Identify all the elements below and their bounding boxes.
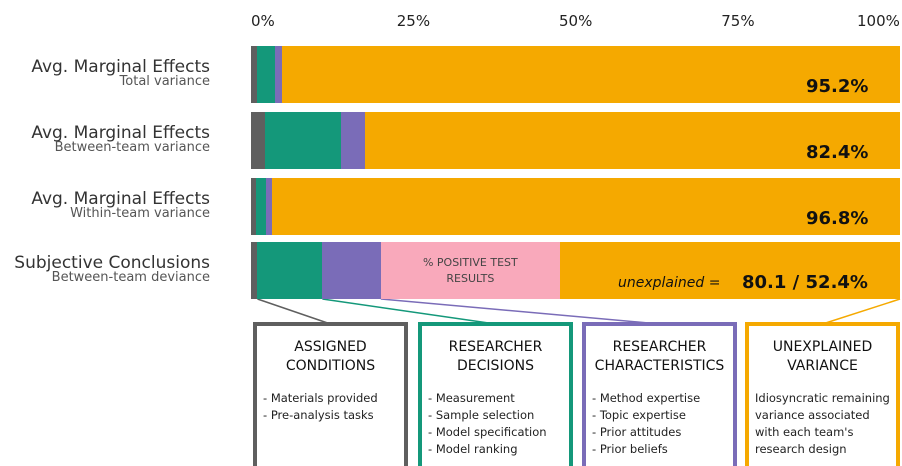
row-subtitle: Within-team variance <box>70 206 210 221</box>
legend-item: Sample selection <box>428 407 563 424</box>
legend-box: ASSIGNED CONDITIONS Materials providedPre… <box>253 322 408 466</box>
bar-segment <box>265 178 272 235</box>
x-tick-label: 100% <box>857 12 900 30</box>
bar-segment <box>257 46 275 103</box>
legend-box: UNEXPLAINED VARIANCE Idiosyncratic remain… <box>745 322 900 466</box>
value-label: 96.8% <box>806 208 869 229</box>
row-title: Avg. Marginal Effects <box>31 189 210 209</box>
annotation: unexplained = <box>618 275 721 291</box>
value-label: 95.2% <box>806 76 869 97</box>
x-tick-label: 50% <box>559 12 593 30</box>
legend-box: RESEARCHER DECISIONS MeasurementSample se… <box>418 322 573 466</box>
legend-item: Materials provided <box>263 390 398 407</box>
connector <box>380 298 660 325</box>
x-tick-label: 0% <box>251 12 275 30</box>
bar-segment <box>256 178 266 235</box>
bar-segment <box>251 242 258 299</box>
bar-segment <box>365 112 900 169</box>
legend-item: Model specification <box>428 424 563 441</box>
legend-title: RESEARCHER CHARACTERISTICS <box>594 339 725 374</box>
connector <box>257 298 331 325</box>
bar-segment <box>251 112 266 169</box>
legend-item: Method expertise <box>592 390 727 407</box>
legend-description: Idiosyncratic remaining variance associa… <box>755 391 890 456</box>
value-label: 82.4% <box>806 142 869 163</box>
legend-item: Pre-analysis tasks <box>263 407 398 424</box>
bar-segment: % POSITIVE TEST RESULTS <box>380 242 560 299</box>
row-subtitle: Total variance <box>119 74 210 89</box>
segment-label: % POSITIVE TEST RESULTS <box>422 255 518 285</box>
row-title: Avg. Marginal Effects <box>31 123 210 143</box>
bar-segment <box>341 112 366 169</box>
value-label: 80.1 / 52.4% <box>742 272 868 293</box>
legend-item: Prior attitudes <box>592 424 727 441</box>
legend-title: ASSIGNED CONDITIONS <box>285 339 376 374</box>
legend-item: Measurement <box>428 390 563 407</box>
legend-item: Model ranking <box>428 441 563 458</box>
legend-item: Prior beliefs <box>592 441 727 458</box>
row-title: Subjective Conclusions <box>14 253 210 273</box>
x-tick-label: 25% <box>396 12 431 30</box>
legend-title: RESEARCHER DECISIONS <box>448 339 543 374</box>
row-title: Avg. Marginal Effects <box>31 57 210 77</box>
bar-segment <box>559 242 900 299</box>
bar-segment <box>282 46 900 103</box>
legend-item: Topic expertise <box>592 407 727 424</box>
bar-segment <box>265 112 342 169</box>
row-subtitle: Between-team variance <box>54 140 210 155</box>
bar-segment <box>275 46 283 103</box>
row-subtitle: Between-team deviance <box>51 270 210 285</box>
connector <box>322 298 496 325</box>
x-tick-label: 75% <box>721 12 755 30</box>
legend-title: UNEXPLAINED VARIANCE <box>772 339 873 374</box>
bar-segment <box>322 242 381 299</box>
bar-segment <box>257 242 323 299</box>
bar-segment <box>251 178 257 235</box>
connector <box>822 298 901 325</box>
bar-segment <box>271 178 900 235</box>
legend-box: RESEARCHER CHARACTERISTICS Method experti… <box>582 322 737 466</box>
bar-segment <box>251 46 258 103</box>
